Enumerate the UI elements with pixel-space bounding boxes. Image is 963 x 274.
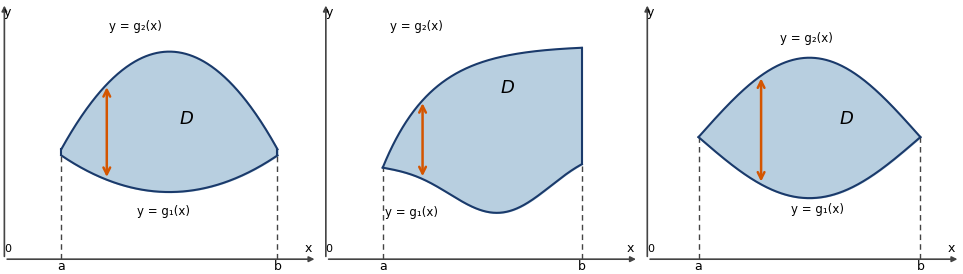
Text: y = g₁(x): y = g₁(x) [137,205,190,218]
Text: x: x [304,242,312,255]
Text: y = g₂(x): y = g₂(x) [390,20,443,33]
Text: y: y [325,5,332,19]
Text: 0: 0 [4,244,11,254]
Text: a: a [694,260,702,273]
Text: a: a [378,260,386,273]
Text: y = g₂(x): y = g₂(x) [109,20,162,33]
Text: a: a [58,260,65,273]
Text: y = g₁(x): y = g₁(x) [792,203,845,216]
Text: D: D [179,110,194,128]
Text: x: x [626,242,634,255]
Text: y = g₂(x): y = g₂(x) [780,32,833,45]
Text: b: b [917,260,924,273]
Text: x: x [948,242,955,255]
Text: b: b [273,260,281,273]
Text: 0: 0 [325,244,332,254]
Text: D: D [501,79,515,97]
Text: y = g₁(x): y = g₁(x) [384,206,437,219]
Text: y: y [647,5,654,19]
Text: 0: 0 [647,244,654,254]
Text: y: y [4,5,12,19]
Text: D: D [840,110,853,128]
Text: b: b [578,260,586,273]
